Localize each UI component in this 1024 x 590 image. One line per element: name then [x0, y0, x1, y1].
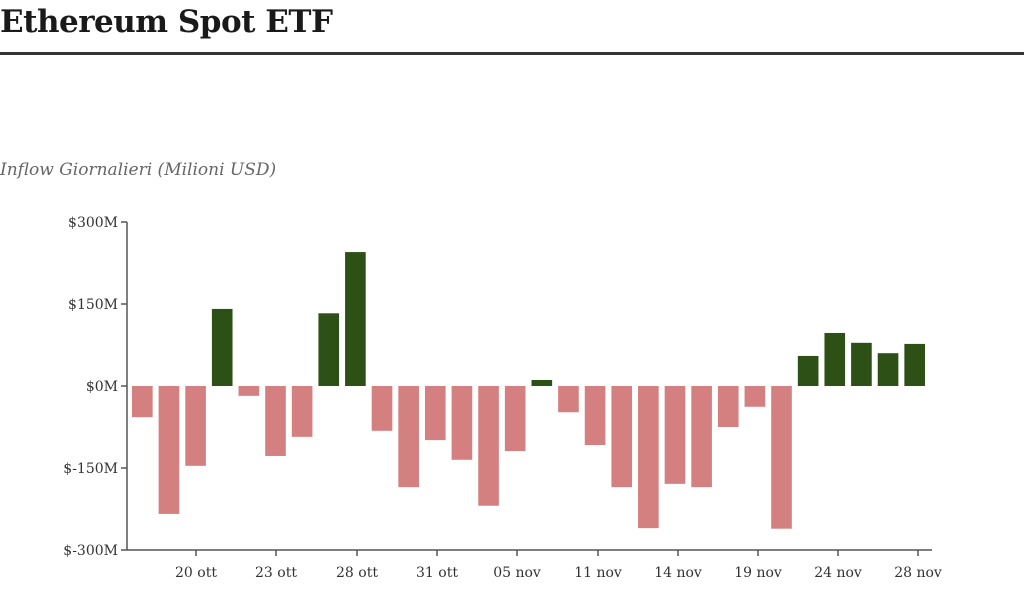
- page-title: Ethereum Spot ETF: [0, 4, 333, 40]
- bar: [584, 386, 606, 446]
- x-tick-label: 19 nov: [734, 565, 782, 581]
- bar: [558, 386, 579, 413]
- bar: [211, 308, 233, 386]
- x-tick-label: 11 nov: [574, 565, 622, 581]
- bar: [424, 386, 446, 441]
- bar: [691, 386, 712, 488]
- y-tick-label: $150M: [68, 297, 118, 313]
- bars-group: [132, 252, 925, 529]
- x-tick-label: 28 ott: [336, 565, 378, 581]
- bar: [265, 386, 286, 456]
- bar: [638, 386, 659, 529]
- bar: [318, 313, 340, 386]
- x-tick-label: 20 ott: [175, 565, 217, 581]
- bar: [664, 386, 686, 484]
- bar: [771, 386, 792, 529]
- bar: [132, 386, 153, 418]
- bar: [185, 386, 206, 466]
- y-axis: $300M $150M $0M $-150M $-300M: [63, 215, 128, 559]
- bar: [504, 386, 526, 452]
- y-tick-label: $0M: [86, 379, 118, 395]
- x-axis: 20 ott 23 ott 28 ott 31 ott 05 nov 11 nov 14 n…: [127, 549, 942, 581]
- bar: [238, 386, 260, 396]
- bar: [797, 355, 819, 386]
- bar: [851, 342, 872, 386]
- bar: [531, 379, 553, 386]
- bar: [611, 386, 633, 488]
- bar: [824, 332, 846, 386]
- y-tick-label: $-150M: [63, 461, 118, 477]
- bar: [877, 353, 899, 386]
- bar: [904, 343, 925, 386]
- bar: [291, 386, 313, 437]
- bar: [451, 386, 473, 460]
- y-tick-label: $300M: [68, 215, 118, 231]
- title-divider: [0, 52, 1024, 55]
- x-tick-label: 28 nov: [894, 565, 942, 581]
- chart-subtitle: Inflow Giornalieri (Milioni USD): [0, 160, 277, 180]
- x-tick-label: 05 nov: [493, 565, 541, 581]
- x-tick-label: 23 ott: [255, 565, 297, 581]
- x-tick-label: 14 nov: [654, 565, 702, 581]
- bar: [717, 386, 739, 427]
- bar: [744, 386, 766, 407]
- bar: [371, 386, 393, 431]
- y-tick-label: $-300M: [63, 543, 118, 559]
- bar: [345, 252, 366, 386]
- x-tick-label: 24 nov: [814, 565, 862, 581]
- x-tick-label: 31 ott: [416, 565, 458, 581]
- bar: [398, 386, 419, 488]
- bar: [158, 386, 180, 514]
- bar: [478, 386, 499, 506]
